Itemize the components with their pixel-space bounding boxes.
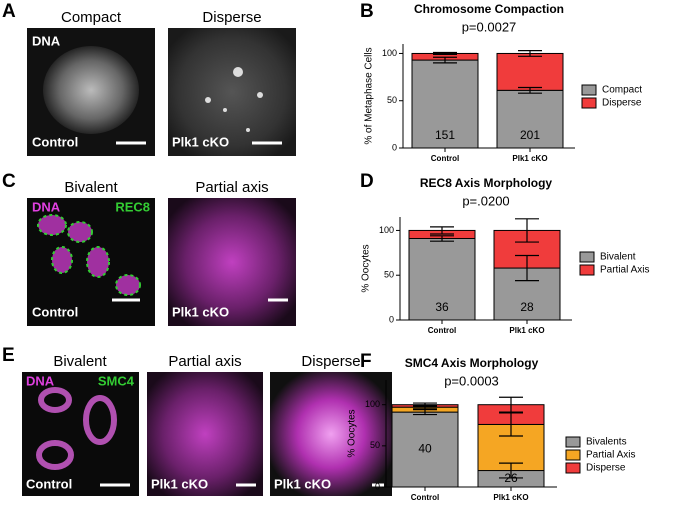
annotation: p=0.0027 — [462, 19, 517, 34]
genotype-label: Control — [32, 134, 78, 149]
image-title: Bivalent — [64, 179, 118, 196]
legend-swatch — [581, 97, 597, 109]
legend-label: Partial Axis — [586, 450, 635, 461]
error-bar — [499, 396, 523, 413]
chart-title: Chromosome Compaction — [414, 2, 564, 16]
y-tick-label: 50 — [370, 440, 380, 450]
bar-segment — [496, 52, 564, 91]
count-label: 28 — [520, 300, 534, 314]
x-tick-label: Plk1 cKO — [509, 326, 544, 335]
panel-letter: D — [360, 171, 374, 192]
legend-label: Disperse — [602, 98, 642, 109]
bar-segment — [496, 89, 564, 149]
error-bar — [413, 402, 437, 407]
genotype-label: Plk1 cKO — [172, 304, 229, 319]
genotype-label: Control — [26, 476, 72, 491]
image-title: Compact — [61, 9, 122, 26]
legend-swatch — [579, 264, 595, 276]
count-label: 26 — [504, 471, 518, 485]
stain-label: DNA — [32, 199, 61, 214]
y-axis-label: % of Metaphase Cells — [364, 47, 375, 144]
panel-letter: F — [360, 351, 372, 372]
error-bar — [413, 409, 437, 416]
y-tick-label: 0 — [392, 142, 397, 152]
x-tick-label: Control — [428, 326, 456, 335]
legend-swatch — [565, 436, 581, 448]
y-tick-label: 100 — [379, 225, 394, 235]
x-tick-label: Control — [411, 493, 439, 502]
y-tick-label: 100 — [365, 399, 380, 409]
micrograph-signal — [36, 387, 117, 470]
error-bar — [430, 226, 454, 235]
legend-label: Partial Axis — [600, 265, 649, 276]
stain-label: REC8 — [115, 199, 150, 214]
y-tick-label: 0 — [389, 314, 394, 324]
chart-title: SMC4 Axis Morphology — [405, 356, 539, 370]
micrograph-spots — [205, 67, 263, 132]
genotype-label: Plk1 cKO — [151, 476, 208, 491]
y-tick-label: 100 — [382, 48, 397, 58]
image-title: Disperse — [202, 9, 261, 26]
count-label: 40 — [418, 442, 432, 456]
error-bar — [515, 218, 539, 243]
x-tick-label: Control — [431, 154, 459, 163]
micrograph-signal — [43, 46, 139, 134]
error-bar — [433, 51, 457, 56]
y-axis-label: % Oocytes — [347, 409, 358, 457]
x-tick-label: Plk1 cKO — [493, 493, 528, 502]
image-title: Disperse — [301, 353, 360, 370]
micrograph — [168, 198, 296, 326]
count-label: 201 — [520, 128, 540, 142]
bar-segment — [408, 237, 476, 321]
error-bar — [518, 50, 542, 57]
legend-swatch — [565, 449, 581, 461]
image-title: Partial axis — [195, 179, 268, 196]
micrograph — [168, 28, 296, 156]
error-bar — [433, 56, 457, 64]
bar-segment — [391, 411, 459, 488]
stain-label: DNA — [32, 33, 61, 48]
legend-swatch — [579, 251, 595, 263]
panel-letter: C — [2, 171, 16, 192]
micrograph — [270, 372, 392, 496]
micrograph — [147, 372, 263, 496]
y-tick-label: 50 — [387, 95, 397, 105]
count-label: 36 — [435, 300, 449, 314]
image-title: Partial axis — [168, 353, 241, 370]
annotation: p=.0200 — [462, 193, 509, 208]
legend-label: Disperse — [586, 463, 626, 474]
genotype-label: Control — [32, 304, 78, 319]
legend-swatch — [565, 462, 581, 474]
image-title: Bivalent — [53, 353, 107, 370]
legend-label: Bivalent — [600, 252, 636, 263]
error-bar — [430, 235, 454, 242]
genotype-label: Plk1 cKO — [274, 476, 331, 491]
bar-segment — [411, 59, 479, 149]
panel-letter: E — [2, 345, 15, 366]
y-axis-label: % Oocytes — [361, 244, 372, 292]
y-tick-label: 0 — [375, 481, 380, 491]
micrograph-signal — [37, 214, 141, 296]
error-bar — [499, 412, 523, 437]
legend-swatch — [581, 84, 597, 96]
error-bar — [518, 86, 542, 94]
legend-label: Compact — [602, 85, 642, 96]
x-tick-label: Plk1 cKO — [512, 154, 547, 163]
panel-letter: B — [360, 1, 374, 22]
annotation: p=0.0003 — [444, 373, 499, 388]
error-bar — [499, 462, 523, 479]
stain-label: DNA — [26, 373, 55, 388]
count-label: 151 — [435, 128, 455, 142]
chart-title: REC8 Axis Morphology — [420, 176, 553, 190]
panel-letter: A — [2, 1, 16, 22]
y-tick-label: 50 — [384, 270, 394, 280]
legend-label: Bivalents — [586, 437, 627, 448]
stain-label: SMC4 — [98, 373, 135, 388]
genotype-label: Plk1 cKO — [172, 134, 229, 149]
error-bar — [515, 254, 539, 282]
